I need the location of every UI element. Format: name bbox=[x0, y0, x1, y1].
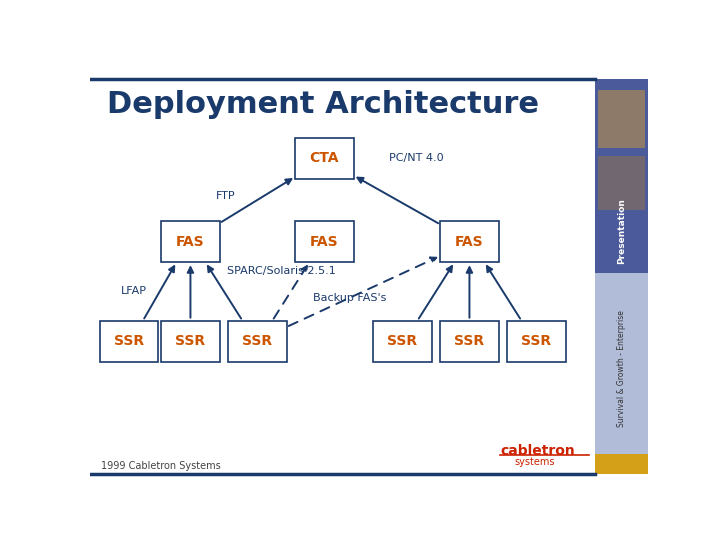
FancyBboxPatch shape bbox=[228, 321, 287, 362]
Bar bbox=[595, 273, 648, 454]
Text: 1999 Cabletron Systems: 1999 Cabletron Systems bbox=[101, 461, 221, 471]
FancyBboxPatch shape bbox=[161, 321, 220, 362]
Text: SPARC/Solaris 2.5.1: SPARC/Solaris 2.5.1 bbox=[227, 266, 336, 275]
Bar bbox=[595, 454, 648, 474]
Bar bbox=[598, 156, 645, 210]
Text: SSR: SSR bbox=[176, 334, 205, 348]
Bar bbox=[595, 79, 648, 273]
Text: Presentation: Presentation bbox=[617, 198, 626, 264]
FancyBboxPatch shape bbox=[295, 221, 354, 262]
Text: CTA: CTA bbox=[310, 151, 339, 165]
Text: LFAP: LFAP bbox=[121, 286, 147, 296]
FancyBboxPatch shape bbox=[161, 221, 220, 262]
FancyBboxPatch shape bbox=[507, 321, 566, 362]
Text: PC/NT 4.0: PC/NT 4.0 bbox=[389, 153, 443, 164]
Text: Survival & Growth - Enterprise: Survival & Growth - Enterprise bbox=[617, 310, 626, 427]
Text: SSR: SSR bbox=[243, 334, 272, 348]
Text: SSR: SSR bbox=[114, 334, 144, 348]
Text: SSR: SSR bbox=[454, 334, 485, 348]
FancyBboxPatch shape bbox=[100, 321, 158, 362]
Text: FAS: FAS bbox=[455, 234, 484, 248]
Text: Backup FAS's: Backup FAS's bbox=[313, 293, 387, 302]
Text: FAS: FAS bbox=[176, 234, 204, 248]
Text: cabletron: cabletron bbox=[500, 444, 575, 458]
Text: FTP: FTP bbox=[215, 191, 235, 201]
Text: Deployment Architecture: Deployment Architecture bbox=[107, 90, 539, 119]
Text: SSR: SSR bbox=[521, 334, 552, 348]
Bar bbox=[598, 90, 645, 148]
FancyBboxPatch shape bbox=[440, 221, 499, 262]
FancyBboxPatch shape bbox=[373, 321, 432, 362]
Text: SSR: SSR bbox=[387, 334, 418, 348]
FancyBboxPatch shape bbox=[295, 138, 354, 179]
FancyBboxPatch shape bbox=[440, 321, 499, 362]
Text: systems: systems bbox=[514, 457, 554, 467]
Text: FAS: FAS bbox=[310, 234, 338, 248]
